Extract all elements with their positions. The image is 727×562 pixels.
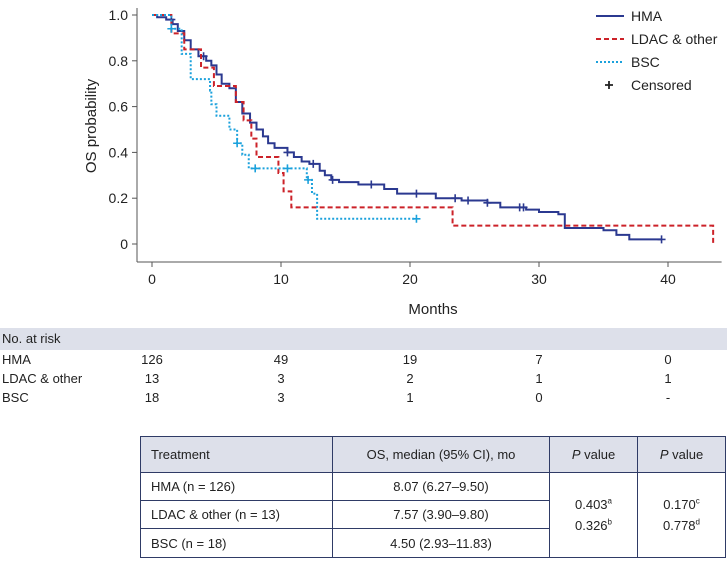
risk-row-hma: HMA 126 49 19 7 0 — [0, 350, 727, 369]
censor-mark-hma — [464, 196, 473, 205]
risk-value: 3 — [277, 390, 285, 405]
censor-mark-hma — [328, 175, 337, 184]
legend-label: BSC — [631, 54, 660, 70]
y-tick-label: 0.2 — [109, 190, 129, 206]
p-italic: P — [571, 447, 581, 462]
y-axis-label: OS probability — [83, 78, 100, 173]
legend-censor-marker — [605, 81, 613, 89]
censor-mark-bsc — [233, 139, 242, 148]
x-axis-label: Months — [408, 301, 457, 318]
risk-value: 18 — [144, 390, 160, 405]
censor-mark-hma — [412, 189, 421, 198]
risk-value: 1 — [406, 390, 414, 405]
p-values-col-1: 0.403a 0.326b — [550, 473, 638, 557]
risk-value: 126 — [141, 352, 163, 367]
censor-mark-hma — [367, 180, 376, 189]
header-treatment: Treatment — [141, 437, 333, 473]
censor-mark-hma — [283, 148, 292, 157]
header-p-value-2: P value — [638, 437, 725, 473]
risk-table-header: No. at risk — [0, 328, 727, 350]
median-hma: 8.07 (6.27–9.50) — [333, 473, 550, 501]
y-tick-label: 0.8 — [109, 53, 129, 69]
legend-label: LDAC & other — [631, 31, 718, 47]
risk-row-ldac: LDAC & other 13 3 2 1 1 — [0, 369, 727, 388]
legend-label: HMA — [631, 8, 663, 24]
censor-mark-bsc — [251, 164, 260, 173]
p-value: 0.403a — [575, 496, 612, 512]
p-value: 0.326b — [575, 517, 612, 533]
censor-mark-bsc — [304, 175, 313, 184]
median-bsc: 4.50 (2.93–11.83) — [333, 529, 550, 557]
header-os-median: OS, median (95% CI), mo — [333, 437, 550, 473]
risk-value: 13 — [144, 371, 160, 386]
risk-label: HMA — [2, 352, 31, 367]
censor-mark-bsc — [167, 24, 176, 33]
censor-mark-hma — [451, 194, 460, 203]
os-stats-table: Treatment OS, median (95% CI), mo P valu… — [140, 436, 726, 558]
p-value: 0.170c — [663, 496, 700, 512]
risk-value: - — [665, 390, 671, 405]
risk-value: 7 — [535, 352, 543, 367]
censor-mark-bsc — [283, 164, 292, 173]
km-survival-chart: 0 0.2 0.4 0.6 0.8 1.0 0 10 20 30 40 Months OS probab… — [83, 7, 722, 318]
x-tick-label: 10 — [273, 271, 289, 287]
risk-value: 0 — [535, 390, 543, 405]
p-value-word: value — [672, 447, 704, 462]
y-tick-label: 0.4 — [109, 144, 129, 160]
chart-series — [152, 14, 715, 244]
series-line-ldac-other — [152, 14, 715, 244]
censor-mark-hma — [309, 159, 318, 168]
risk-value: 0 — [664, 352, 672, 367]
censor-mark-bsc — [412, 214, 421, 223]
header-p-value-1: P value — [550, 437, 638, 473]
treatment-bsc: BSC (n = 18) — [141, 529, 333, 557]
p-value-word: value — [584, 447, 616, 462]
chart-axes: 0 0.2 0.4 0.6 0.8 1.0 0 10 20 30 40 Months OS probab… — [83, 7, 722, 318]
p-value: 0.778d — [663, 517, 700, 533]
legend-label: Censored — [631, 77, 692, 93]
risk-value: 49 — [273, 352, 289, 367]
x-tick-label: 20 — [402, 271, 418, 287]
risk-value: 19 — [402, 352, 418, 367]
x-tick-label: 0 — [148, 271, 156, 287]
censor-mark-hma — [483, 198, 492, 207]
median-ldac: 7.57 (3.90–9.80) — [333, 501, 550, 529]
y-tick-label: 0.6 — [109, 99, 129, 115]
chart-legend: HMA LDAC & other BSC Censored — [596, 8, 718, 93]
p-values-col-2: 0.170c 0.778d — [638, 473, 725, 557]
treatment-hma: HMA (n = 126) — [141, 473, 333, 501]
x-tick-label: 30 — [531, 271, 547, 287]
censor-mark-hma — [657, 235, 666, 244]
treatment-ldac: LDAC & other (n = 13) — [141, 501, 333, 529]
risk-label: LDAC & other — [2, 371, 83, 386]
risk-value: 2 — [406, 371, 414, 386]
y-tick-label: 0 — [120, 236, 128, 252]
p-italic: P — [659, 447, 669, 462]
censor-mark-hma — [519, 203, 528, 212]
y-tick-label: 1.0 — [109, 7, 129, 23]
risk-label: BSC — [2, 390, 29, 405]
risk-value: 1 — [535, 371, 543, 386]
risk-value: 1 — [664, 371, 672, 386]
risk-row-bsc: BSC 18 3 1 0 - — [0, 388, 727, 407]
risk-table: No. at risk HMA 126 49 19 7 0 LDAC & oth… — [0, 328, 727, 407]
risk-value: 3 — [277, 371, 285, 386]
x-tick-label: 40 — [660, 271, 676, 287]
